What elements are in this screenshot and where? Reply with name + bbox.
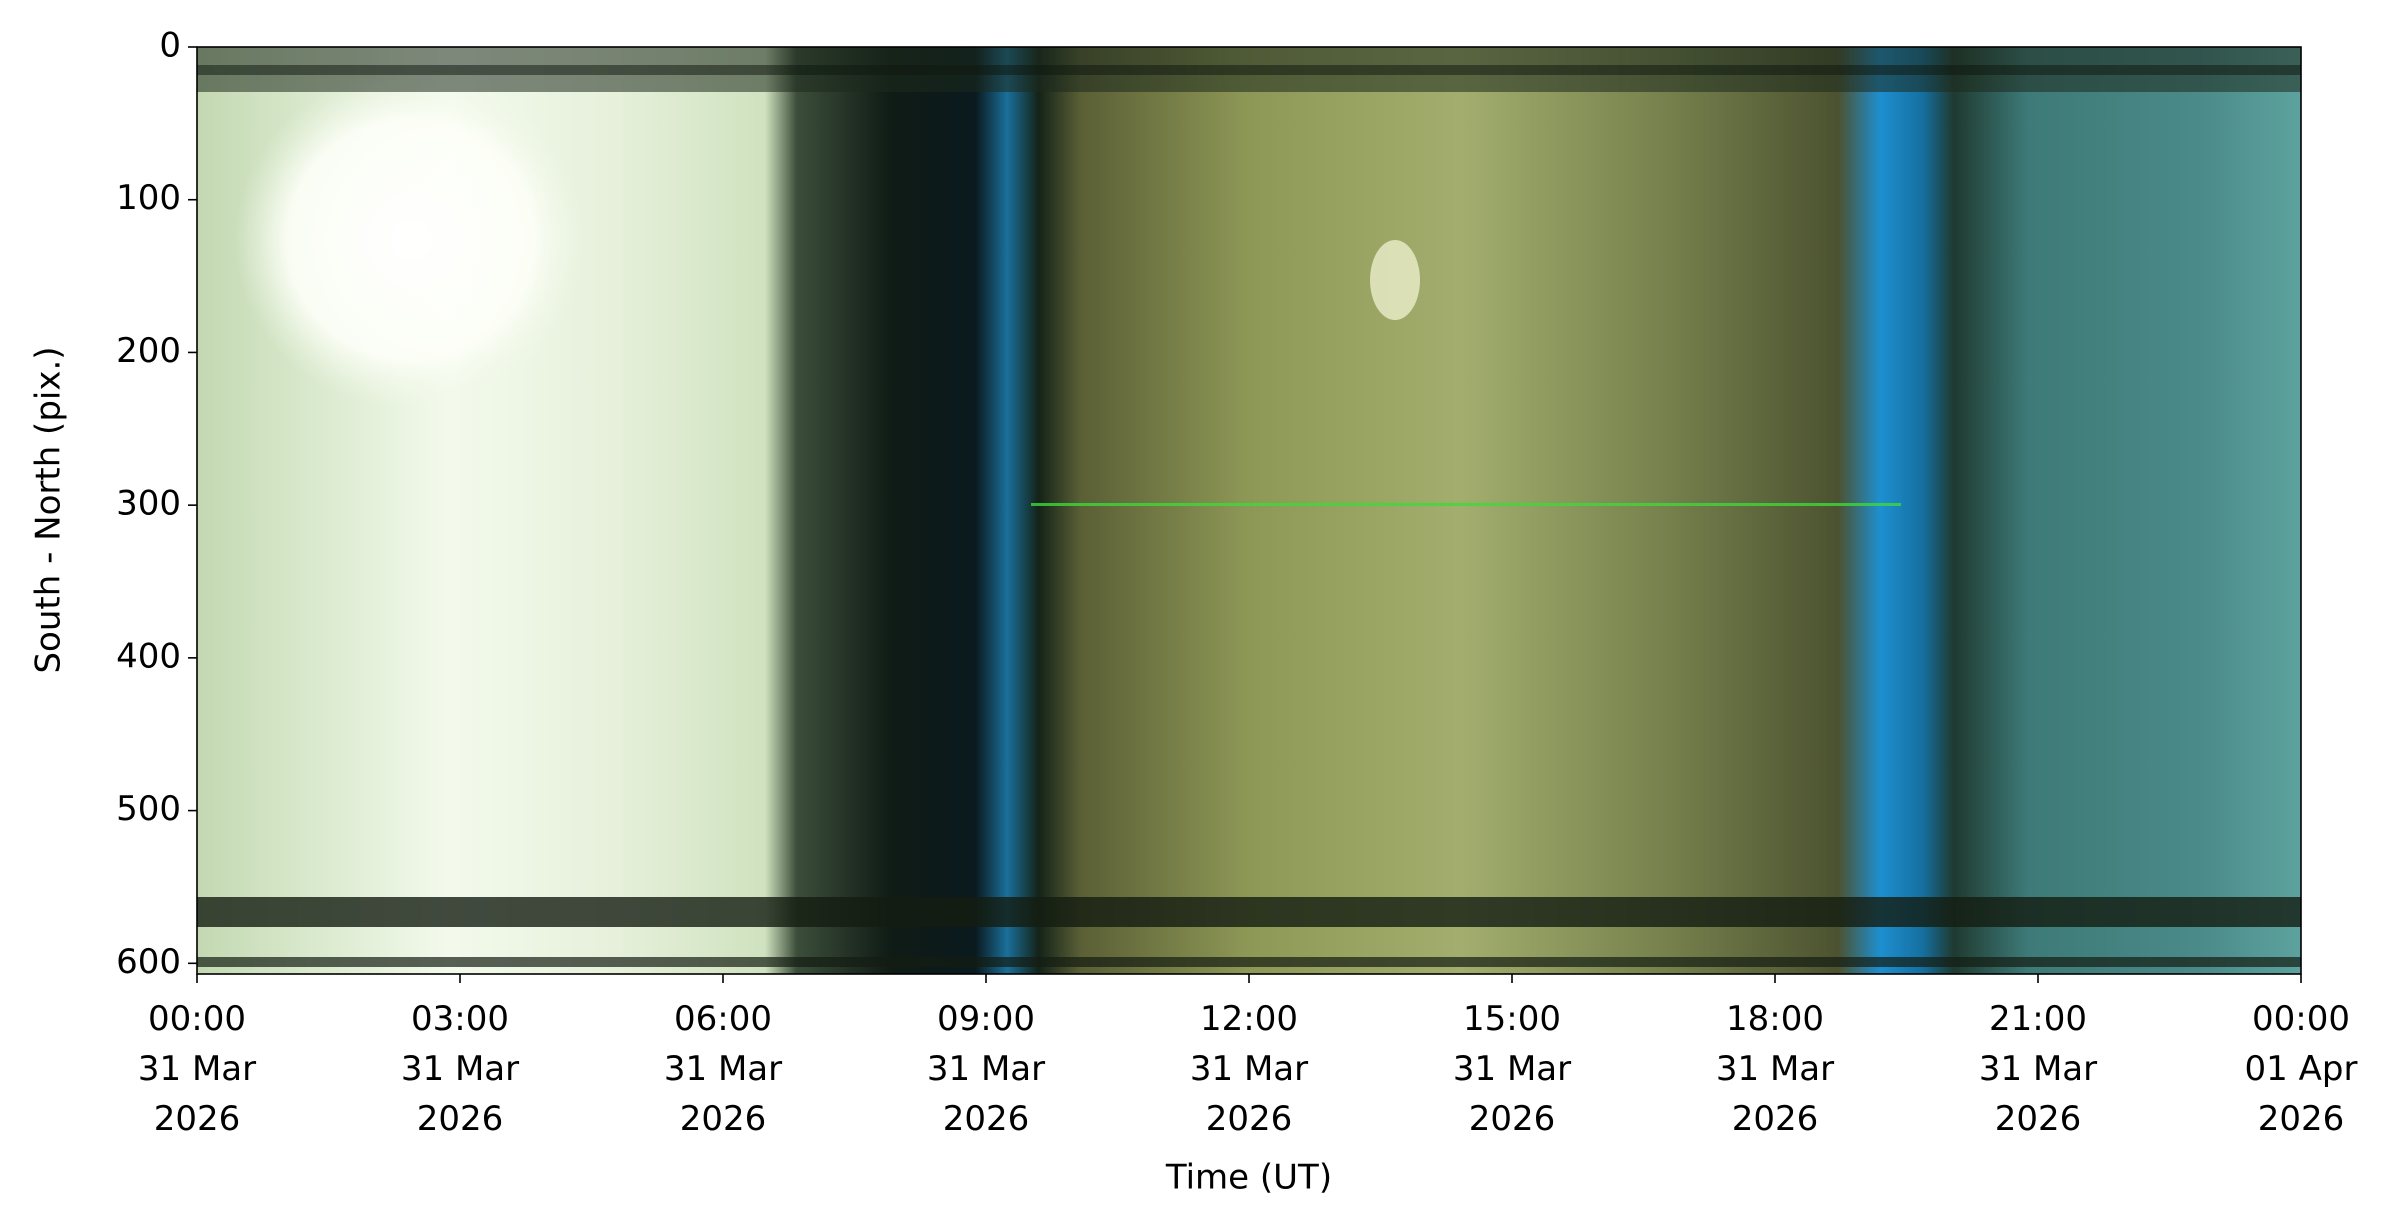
- y-tick-label: 600: [116, 942, 181, 982]
- x-tick-label-line: 09:00: [937, 999, 1035, 1039]
- x-tick-label-line: 03:00: [411, 999, 509, 1039]
- x-tick-label-line: 2026: [1732, 1099, 1819, 1139]
- x-tick-label-line: 31 Mar: [138, 1049, 256, 1089]
- x-tick-label: 21:00 31 Mar 2026: [1979, 999, 2097, 1139]
- y-tick-label: 400: [116, 636, 181, 676]
- y-tick-label: 200: [116, 331, 181, 371]
- x-tick-label: 00:00 31 Mar 2026: [138, 999, 256, 1139]
- y-tick-label: 300: [116, 484, 181, 524]
- x-tick-label-line: 2026: [154, 1099, 241, 1139]
- x-tick-label: 06:00 31 Mar 2026: [664, 999, 782, 1139]
- x-tick-label-line: 00:00: [148, 999, 246, 1039]
- x-tick-label-line: 31 Mar: [664, 1049, 782, 1089]
- x-tick-label-line: 2026: [417, 1099, 504, 1139]
- x-tick-label-line: 2026: [1469, 1099, 1556, 1139]
- x-tick-label-line: 31 Mar: [1190, 1049, 1308, 1089]
- x-tick-label-line: 12:00: [1200, 999, 1298, 1039]
- x-tick-label-line: 21:00: [1989, 999, 2087, 1039]
- x-tick-label-line: 31 Mar: [1716, 1049, 1834, 1089]
- x-tick-label: 03:00 31 Mar 2026: [401, 999, 519, 1139]
- x-tick-label-line: 31 Mar: [401, 1049, 519, 1089]
- x-tick-label-line: 2026: [1995, 1099, 2082, 1139]
- x-tick-label: 00:00 01 Apr 2026: [2245, 999, 2358, 1139]
- x-tick-label-line: 2026: [2258, 1099, 2345, 1139]
- x-tick-label-line: 15:00: [1463, 999, 1561, 1039]
- x-tick-label-line: 18:00: [1726, 999, 1824, 1039]
- x-tick-label-line: 06:00: [674, 999, 772, 1039]
- x-tick-label: 15:00 31 Mar 2026: [1453, 999, 1571, 1139]
- x-tick-label-line: 01 Apr: [2245, 1049, 2358, 1089]
- y-tick-label: 500: [116, 789, 181, 829]
- x-tick-label: 12:00 31 Mar 2026: [1190, 999, 1308, 1139]
- x-tick-label-line: 31 Mar: [1453, 1049, 1571, 1089]
- x-tick-label-line: 2026: [1206, 1099, 1293, 1139]
- x-tick-label: 09:00 31 Mar 2026: [927, 999, 1045, 1139]
- x-axis-label: Time (UT): [1165, 1158, 1332, 1198]
- keogram-image: [197, 47, 2301, 974]
- y-axis-label: South - North (pix.): [29, 346, 69, 673]
- x-tick-label-line: 00:00: [2252, 999, 2350, 1039]
- x-tick-label-line: 2026: [680, 1099, 767, 1139]
- y-tick-label: 0: [159, 26, 181, 66]
- x-tick-label-line: 31 Mar: [927, 1049, 1045, 1089]
- x-tick-label-line: 2026: [943, 1099, 1030, 1139]
- y-tick-label: 100: [116, 178, 181, 218]
- x-tick-label-line: 31 Mar: [1979, 1049, 2097, 1089]
- x-tick-label: 18:00 31 Mar 2026: [1716, 999, 1834, 1139]
